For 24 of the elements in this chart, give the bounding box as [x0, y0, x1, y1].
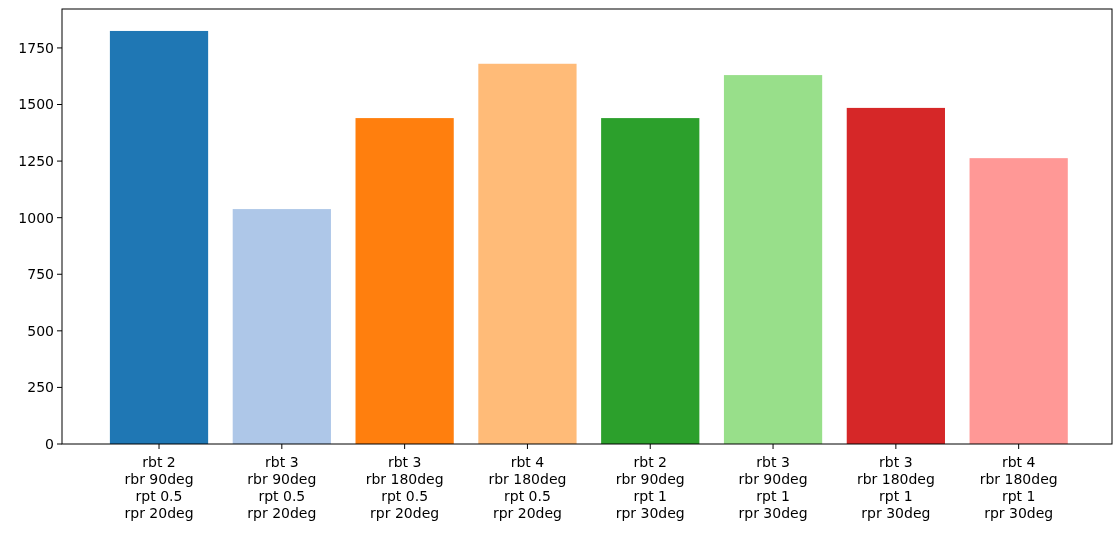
bar	[232, 209, 331, 444]
x-tick-label: rbt 4 rbr 180deg rpt 1 rpr 30deg	[979, 454, 1058, 521]
x-tick-label: rbt 3 rbr 180deg rpt 0.5 rpr 20deg	[365, 454, 444, 521]
bar	[723, 75, 823, 444]
y-tick-label: 1750	[18, 39, 54, 56]
y-tick-label: 1000	[18, 209, 54, 226]
x-tick-label: rbt 3 rbr 90deg rpt 1 rpr 30deg	[738, 454, 808, 521]
x-tick-label: rbt 4 rbr 180deg rpt 0.5 rpr 20deg	[488, 454, 567, 521]
y-tick-label: 500	[27, 322, 54, 339]
bar	[355, 118, 454, 444]
x-tick-label: rbt 3 rbr 90deg rpt 0.5 rpr 20deg	[247, 454, 317, 521]
x-tick-label: rbt 3 rbr 180deg rpt 1 rpr 30deg	[856, 454, 935, 521]
x-tick-label: rbt 2 rbr 90deg rpt 1 rpr 30deg	[615, 454, 685, 521]
bar	[969, 158, 1068, 444]
x-tick-label: rbt 2 rbr 90deg rpt 0.5 rpr 20deg	[124, 454, 194, 521]
y-tick-label: 1250	[18, 152, 54, 169]
bar	[109, 30, 209, 444]
y-tick-label: 1500	[18, 96, 54, 113]
y-tick-label: 0	[45, 435, 54, 452]
bar	[846, 107, 945, 444]
bar	[601, 118, 700, 444]
y-tick-label: 750	[27, 266, 54, 283]
y-tick-label: 250	[27, 379, 54, 396]
bar	[478, 63, 577, 444]
